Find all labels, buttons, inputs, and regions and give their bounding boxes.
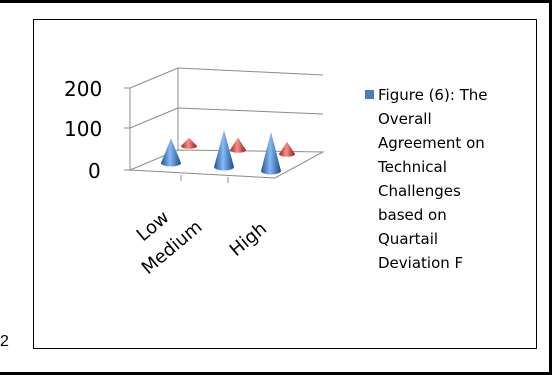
legend-line-8: Deviation F — [378, 254, 463, 272]
cone-body — [279, 141, 295, 157]
red-cone-low — [181, 137, 197, 149]
cone-series — [161, 130, 295, 175]
y-tick-label-100: 100 — [64, 117, 102, 141]
red-cone-high — [279, 141, 295, 157]
legend-line-2: Overall — [378, 110, 432, 128]
legend-line-6: based on — [378, 206, 447, 224]
legend-line-4: Technical — [377, 158, 447, 176]
legend-line-1: Figure (6): The — [378, 86, 488, 104]
legend-line-7: Quartail — [378, 230, 438, 248]
floor — [129, 149, 325, 179]
cone-body — [181, 137, 197, 149]
chart-area — [33, 19, 537, 349]
cone-body — [161, 138, 181, 167]
legend: Figure (6): The Overall Agreement on Tec… — [365, 86, 488, 272]
chart-walls — [124, 67, 325, 183]
back-gridline-100b — [177, 107, 324, 115]
legend-line-5: Challenges — [378, 182, 461, 200]
red-cone-medium — [230, 137, 246, 153]
cone-body — [261, 132, 281, 175]
back-wall-outline — [129, 67, 324, 89]
category-label-high: High — [226, 218, 271, 261]
legend-swatch — [365, 90, 374, 99]
y-tick-label-200: 200 — [64, 77, 102, 101]
stray-page-number: 2 — [0, 333, 9, 350]
blue-cone-low — [161, 138, 181, 167]
legend-line-3: Agreement on — [378, 134, 485, 152]
cone-body — [230, 137, 246, 153]
back-gridline-100 — [129, 107, 179, 129]
cone-body — [214, 130, 234, 171]
y-tick-label-0: 0 — [88, 159, 101, 183]
blue-cone-medium — [214, 130, 234, 171]
blue-cone-high — [261, 132, 281, 175]
